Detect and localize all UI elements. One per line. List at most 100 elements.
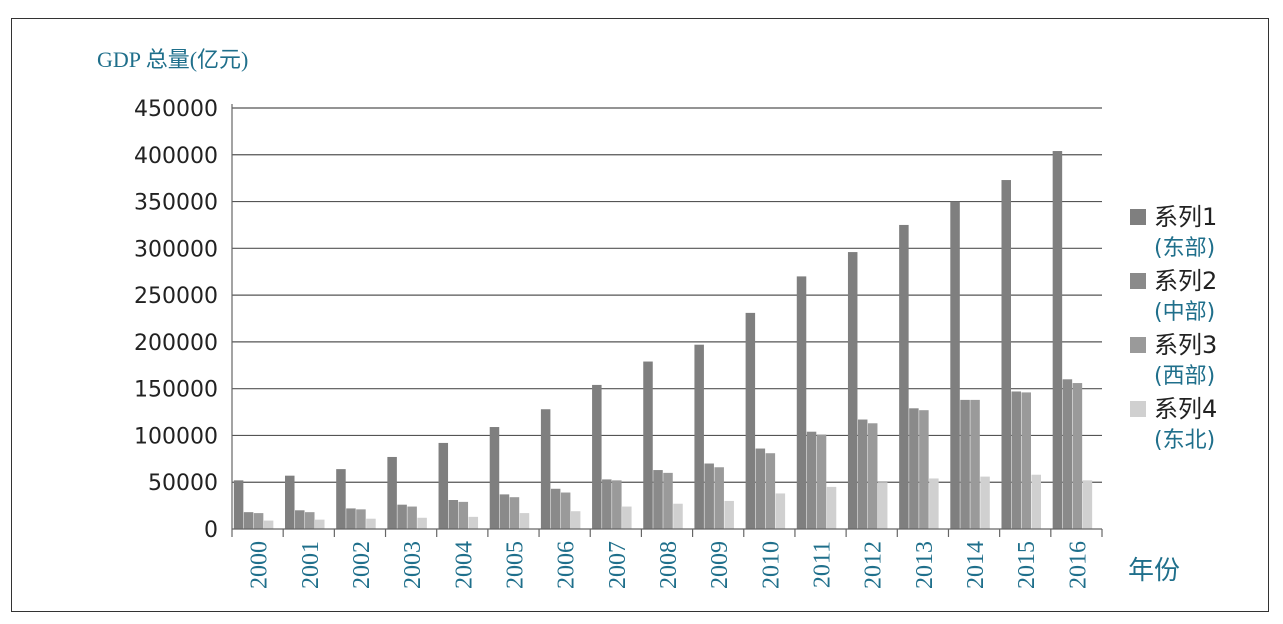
bar — [929, 478, 939, 529]
legend-series-region: (东部) — [1154, 236, 1215, 261]
x-tick-label: 2007 — [605, 541, 631, 589]
bar — [540, 409, 551, 529]
bar — [1082, 480, 1093, 529]
bar — [826, 486, 837, 529]
x-tick-labels: 2000 2001 2002 2003 2004 2005 2006 2007 2008 2009… — [247, 541, 1092, 589]
bar — [755, 448, 766, 529]
legend-swatch — [1130, 209, 1146, 225]
bar — [867, 423, 878, 529]
bar — [847, 252, 858, 529]
y-tick-label: 100000 — [134, 424, 218, 449]
x-tick-label: 2000 — [247, 541, 273, 589]
bar — [970, 399, 980, 529]
bar — [570, 511, 581, 529]
bar — [448, 499, 459, 529]
bar — [438, 442, 449, 529]
bar — [796, 276, 807, 529]
x-tick-label: 2016 — [1065, 541, 1091, 589]
legend-series-region: (东北) — [1154, 428, 1215, 453]
bar — [509, 497, 520, 529]
grid-lines — [232, 107, 1102, 483]
bar — [263, 520, 274, 529]
bar — [775, 493, 786, 529]
bar — [233, 480, 244, 529]
bar — [765, 453, 776, 529]
y-tick-label: 400000 — [134, 144, 218, 169]
bar — [673, 503, 683, 529]
bar — [285, 475, 295, 529]
bar — [1062, 379, 1073, 529]
bar — [458, 501, 469, 529]
x-tick-label: 2001 — [298, 541, 324, 589]
bar — [960, 399, 970, 529]
legend-series-name: 系列3 — [1154, 331, 1217, 359]
x-tick-label: 2006 — [554, 541, 580, 589]
bar — [1001, 180, 1011, 529]
x-tick-label: 2002 — [349, 541, 375, 589]
bar — [407, 506, 417, 529]
bar — [387, 456, 397, 529]
bar — [694, 344, 704, 529]
y-tick-label: 150000 — [134, 378, 218, 403]
bar — [643, 361, 653, 529]
bar — [315, 519, 325, 529]
bar — [806, 431, 817, 529]
bar — [622, 506, 632, 529]
bar — [602, 479, 612, 529]
bar — [612, 480, 622, 529]
bar — [560, 492, 571, 529]
bar — [356, 509, 366, 529]
bar — [519, 513, 530, 529]
y-tick-labels: 0 50000 100000 150000 200000 250000 300000 3500… — [134, 97, 218, 543]
x-tick-label: 2004 — [451, 541, 477, 589]
bar — [704, 463, 714, 529]
legend-series-name: 系列2 — [1154, 267, 1217, 295]
bar — [980, 476, 990, 529]
y-tick-label: 350000 — [134, 191, 218, 216]
bar — [877, 482, 888, 529]
x-tick-label: 2005 — [502, 541, 528, 589]
bar — [1031, 474, 1041, 529]
bars — [233, 151, 1093, 530]
legend-swatch — [1130, 273, 1146, 289]
bar — [305, 512, 315, 529]
y-tick-label: 450000 — [134, 97, 218, 122]
x-tick-label: 2015 — [1014, 541, 1040, 589]
y-axis-label: GDP 总量(亿元) — [97, 47, 248, 72]
y-tick-label: 50000 — [148, 471, 218, 496]
bar — [950, 201, 960, 530]
x-axis-label: 年份 — [1128, 556, 1180, 586]
legend-series-region: (西部) — [1154, 364, 1215, 389]
bar — [1052, 151, 1063, 529]
legend-swatch — [1130, 401, 1146, 417]
bar — [295, 510, 305, 529]
bar — [919, 410, 929, 529]
chart-frame: GDP 总量(亿元) 0 50000 100000 150000 200000 25000… — [11, 18, 1269, 612]
bar — [745, 312, 756, 529]
bar — [663, 472, 673, 529]
axes — [231, 104, 1103, 537]
bar — [253, 513, 264, 529]
bar — [857, 419, 868, 529]
bar — [899, 224, 909, 529]
bar — [714, 467, 724, 529]
bar — [468, 516, 479, 529]
legend-series-name: 系列1 — [1154, 203, 1217, 231]
bar — [592, 384, 602, 529]
bar — [243, 512, 254, 529]
legend: 系列1 (东部) 系列2 (中部) 系列3 (西部) 系列4 (东北) — [1130, 203, 1217, 453]
bar — [909, 408, 919, 529]
x-tick-label: 2009 — [707, 541, 733, 589]
y-tick-label: 250000 — [134, 284, 218, 309]
bar — [366, 518, 376, 529]
x-tick-label: 2010 — [758, 541, 784, 589]
y-tick-label: 0 — [204, 518, 218, 543]
bar — [346, 508, 356, 529]
bar — [653, 470, 663, 529]
bar — [550, 488, 561, 529]
x-tick-label: 2012 — [861, 541, 887, 589]
bar — [1072, 383, 1083, 529]
bar — [499, 494, 510, 529]
x-tick-label: 2003 — [400, 541, 426, 589]
bar — [336, 469, 346, 529]
